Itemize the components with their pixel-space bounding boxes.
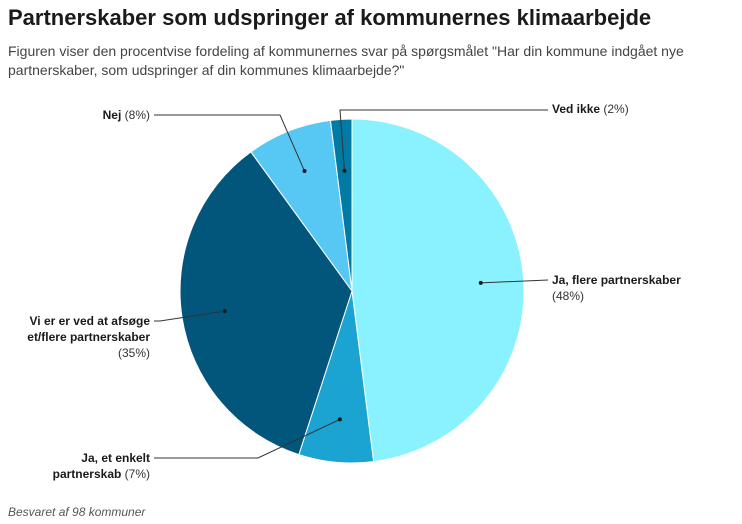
leader-dot (342, 168, 347, 173)
leader-dot (337, 417, 342, 422)
slice-label-percent: (35%) (118, 346, 150, 360)
slice-label-percent: (48%) (552, 289, 584, 303)
slice-label: Ja, flere partnerskaber (48%) (552, 273, 681, 303)
slice-label-name: Nej (103, 108, 122, 122)
leader-dot (478, 280, 483, 285)
leader-line (154, 114, 305, 172)
footer-note: Besvaret af 98 kommuner (8, 505, 146, 519)
slice-label-name: Vi er er ved at afsøge (29, 314, 150, 328)
pie-slice (351, 118, 525, 463)
slice-label: Ja, et enkelt partnerskab (7%) (53, 451, 150, 481)
leader-line (154, 310, 225, 322)
slice-label: Nej (8%) (103, 108, 150, 122)
slice-label-name: Ja, flere partnerskaber (552, 273, 681, 287)
slice-label-name: Ved ikke (552, 102, 600, 116)
leader-dot (302, 169, 307, 174)
chart-subtitle: Figuren viser den procentvise fordeling … (8, 43, 684, 78)
leader-line (154, 418, 341, 459)
slice-label-percent: (7%) (121, 467, 150, 481)
slice-label-name: partnerskab (53, 467, 122, 481)
chart-title: Partnerskaber som udspringer af kommuner… (8, 5, 652, 30)
slice-label-name: et/flere partnerskaber (27, 330, 150, 344)
leader-dot (222, 309, 227, 314)
pie-slice (329, 118, 353, 292)
slice-label-percent: (8%) (121, 108, 150, 122)
pie-slices (179, 118, 525, 464)
pie-labels: Ja, flere partnerskaber (48%) Ja, et enkel… (27, 102, 681, 481)
slice-label-percent: (2%) (600, 102, 629, 116)
leader-line (480, 279, 549, 284)
slice-label: Vi er er ved at afsøge et/flere partnersk… (27, 314, 150, 360)
slice-label: Ved ikke (2%) (552, 102, 629, 116)
pie-leader-lines (154, 109, 549, 459)
slice-label-name: Ja, et enkelt (81, 451, 150, 465)
leader-line (339, 109, 548, 171)
